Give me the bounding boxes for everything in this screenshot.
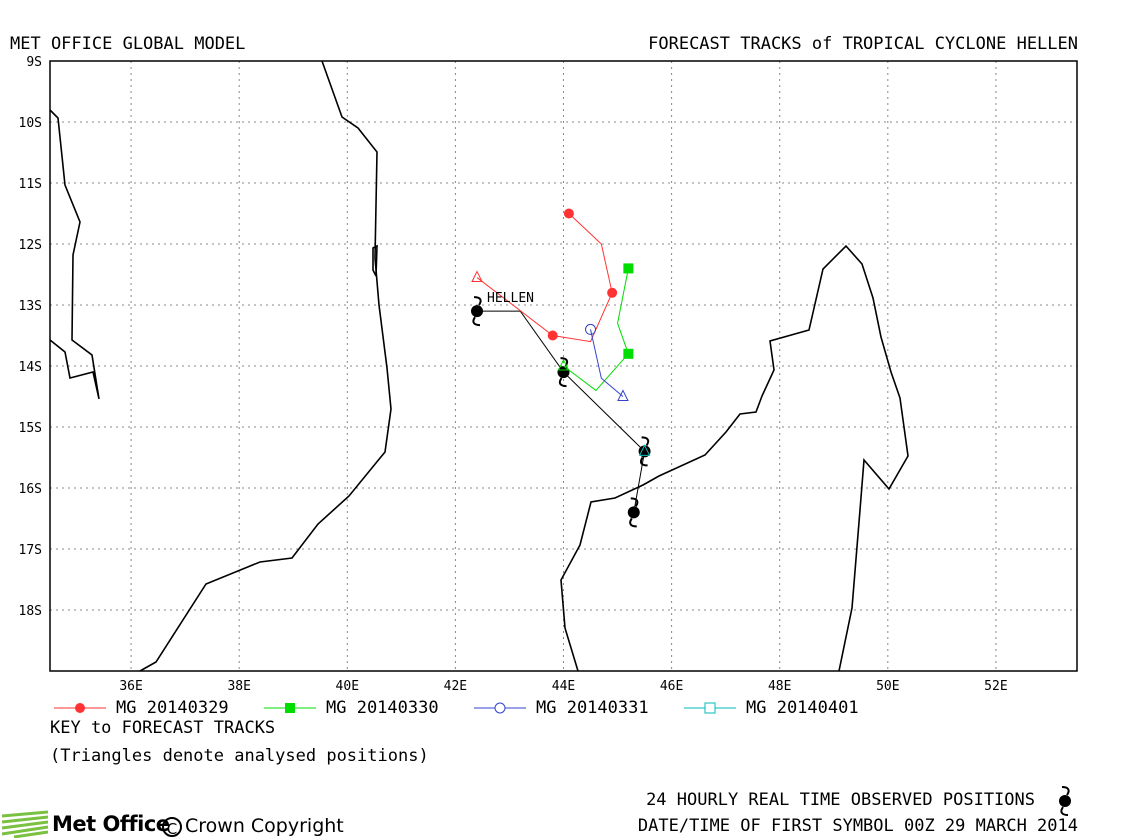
forecast-track [471, 208, 618, 343]
cyclone-core [638, 445, 651, 458]
forecast-point [623, 263, 634, 274]
axis-labels: 36E 38E 40E 42E 44E 46E 48E 50E 52E 9S 10S 11S 12S 13… [19, 55, 1008, 694]
y-tick-label: 11S [19, 177, 42, 192]
analysed-position-triangle [471, 270, 483, 283]
legend-item-0329: MG 20140329 [52, 698, 229, 718]
cyclone-arm [472, 316, 481, 327]
x-tick-label: 44E [552, 679, 575, 694]
legend-key-note: (Triangles denote analysed positions) [50, 746, 429, 766]
met-office-brand: Met Office [52, 812, 170, 836]
forecast-point [563, 208, 574, 219]
x-tick-label: 36E [119, 679, 142, 694]
x-tick-label: 46E [660, 679, 683, 694]
legend-marker-filled-square [264, 703, 316, 713]
y-tick-label: 18S [19, 604, 42, 619]
forecast-point [547, 330, 558, 341]
x-tick-label: 38E [227, 679, 250, 694]
legend-marker-open-square [684, 702, 736, 714]
copyright-text: Crown Copyright [185, 815, 344, 837]
forecast-track [557, 263, 634, 392]
y-tick-label: 10S [19, 116, 42, 131]
copyright-notice: C Crown Copyright [162, 815, 344, 838]
y-tick-label: 13S [19, 299, 42, 314]
cyclone-core [471, 305, 484, 318]
legend-marker-open-circle [474, 702, 526, 714]
y-tick-label: 14S [19, 360, 42, 375]
legend-item-0330: MG 20140330 [262, 698, 439, 718]
coastline [139, 60, 392, 672]
storm-name-label: HELLEN [487, 291, 534, 306]
cyclone-symbol-icon [471, 296, 484, 327]
y-tick-label: 15S [19, 421, 42, 436]
coastline [372, 244, 378, 277]
x-tick-label: 52E [984, 679, 1007, 694]
analysed-position-triangle [557, 358, 570, 371]
y-tick-label: 12S [19, 238, 42, 253]
coastline [560, 244, 909, 672]
forecast-track [638, 444, 651, 456]
x-tick-label: 42E [444, 679, 467, 694]
analysed-position-triangle [638, 444, 651, 456]
forecast-point [585, 323, 597, 335]
header-right-title: FORECAST TRACKS of TROPICAL CYCLONE HELL… [648, 34, 1078, 54]
copyright-symbol: C [162, 816, 182, 838]
forecast-track-line [590, 329, 624, 397]
legend-item-0401: MG 20140401 [682, 698, 859, 718]
legend-key-title: KEY to FORECAST TRACKS [50, 718, 276, 738]
cyclone-symbol-icon [627, 497, 640, 528]
header-left-title: MET OFFICE GLOBAL MODEL [10, 34, 246, 54]
cyclone-arm [630, 497, 639, 507]
y-tick-label: 9S [26, 55, 42, 70]
first-symbol-datetime: DATE/TIME OF FIRST SYMBOL 00Z 29 MARCH 2… [637, 816, 1078, 836]
forecast-tracks [471, 208, 651, 456]
observed-track-line [477, 310, 646, 513]
legend-label: MG 20140331 [536, 698, 649, 718]
forecast-track-line [476, 213, 613, 343]
x-tick-label: 50E [876, 679, 899, 694]
legend-item-0331: MG 20140331 [472, 698, 649, 718]
y-tick-label: 16S [19, 482, 42, 497]
observed-track [471, 296, 651, 528]
legend-label: MG 20140330 [326, 698, 439, 718]
cyclone-arm [639, 456, 648, 467]
coastline [49, 109, 100, 400]
forecast-point [607, 287, 618, 298]
cyclone-arm [629, 517, 637, 528]
legend-marker-filled-circle [54, 703, 106, 713]
forecast-point [623, 348, 634, 359]
legend-label: MG 20140329 [116, 698, 229, 718]
y-tick-label: 17S [19, 543, 42, 558]
cyclone-symbol-icon [638, 436, 651, 467]
x-tick-label: 48E [768, 679, 791, 694]
forecast-track [585, 323, 629, 401]
cyclone-symbol-icon [1059, 786, 1071, 816]
observed-positions-note: 24 HOURLY REAL TIME OBSERVED POSITIONS [646, 790, 1035, 810]
map-frame [49, 60, 1078, 672]
x-tick-label: 40E [336, 679, 359, 694]
cyclone-arm [558, 377, 567, 388]
cyclone-core [627, 506, 640, 519]
forecast-track-line [563, 268, 629, 392]
cyclone-arm [641, 436, 650, 446]
legend-label: MG 20140401 [746, 698, 859, 718]
cyclone-core [557, 366, 570, 379]
coastlines [49, 60, 909, 672]
met-office-logo-icon [1, 810, 49, 838]
cyclone-arm [473, 296, 482, 306]
analysed-position-triangle [617, 389, 629, 401]
